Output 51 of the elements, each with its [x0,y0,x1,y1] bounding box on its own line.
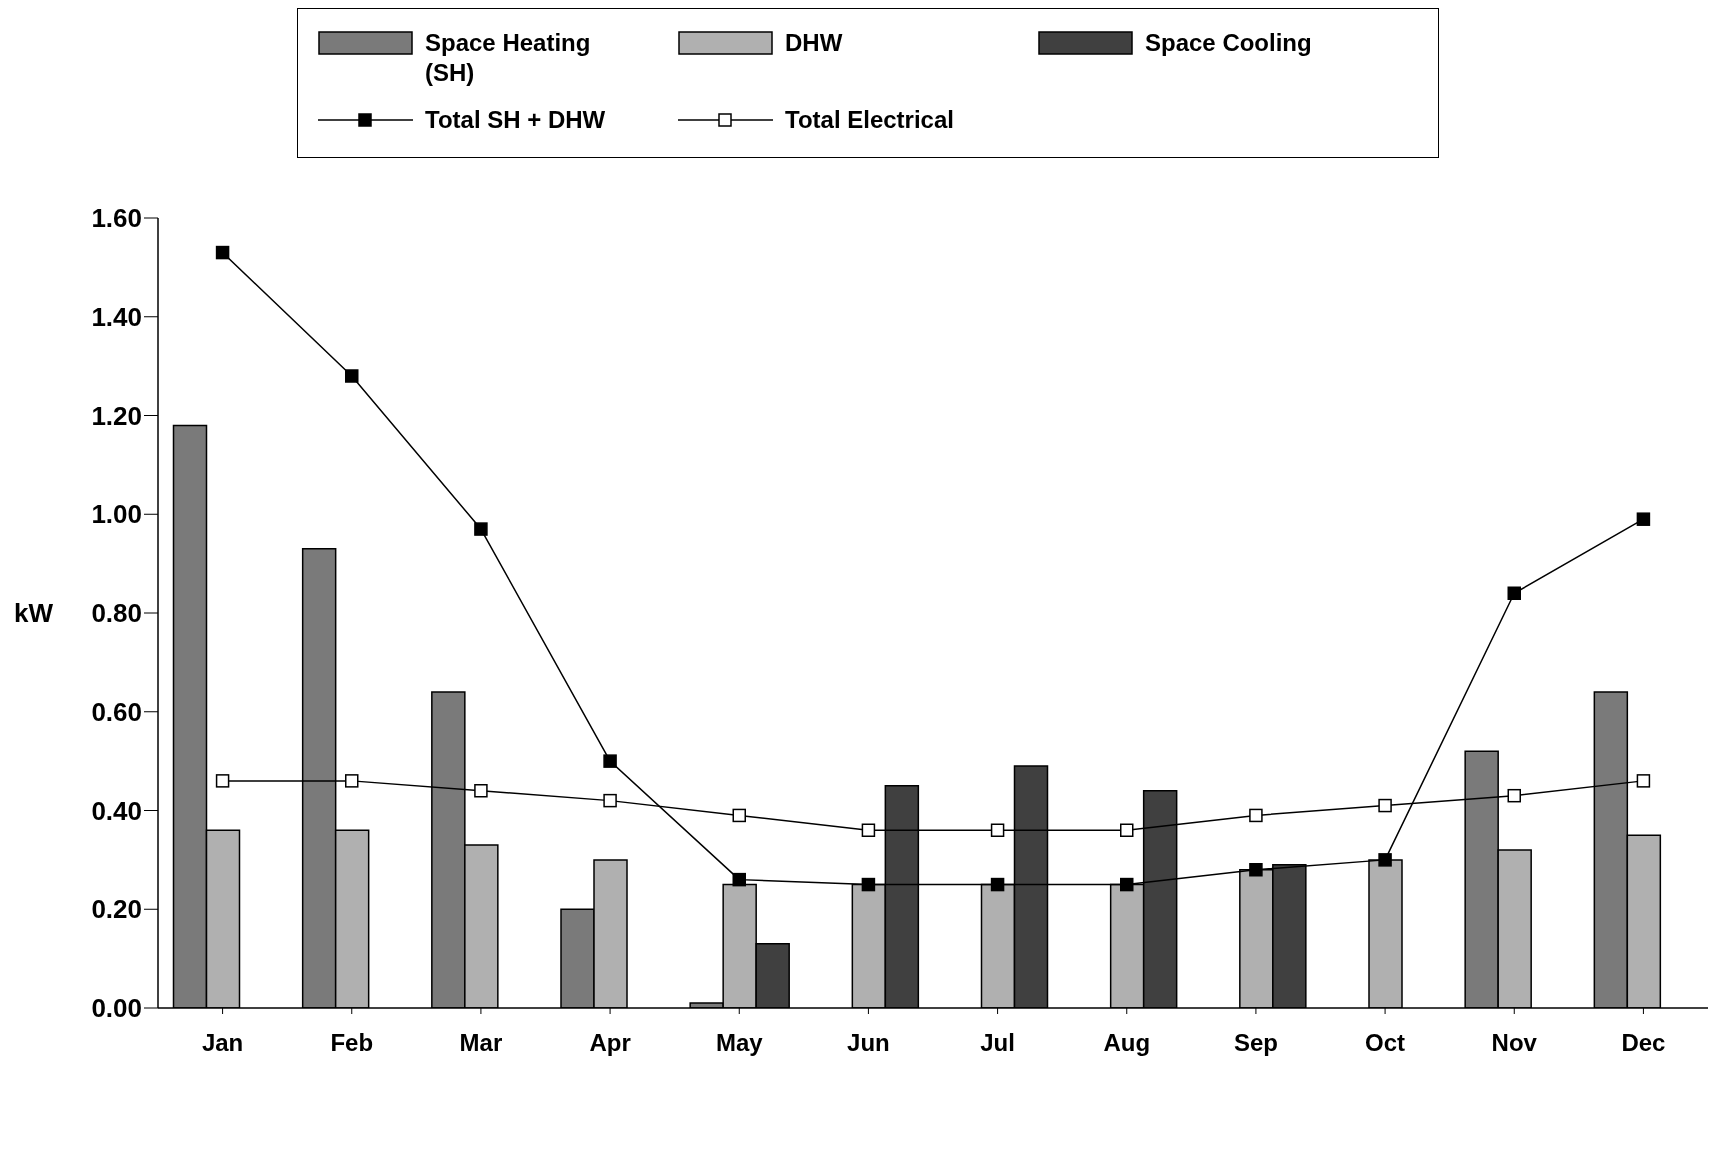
y-tick-label: 0.80 [91,598,142,629]
x-tick-label: Dec [1621,1029,1666,1057]
x-tick-label: Jun [847,1029,890,1057]
x-tick-label: May [715,1029,764,1057]
point [1120,823,1134,837]
y-tick-label: 0.00 [91,993,142,1024]
point [732,808,746,823]
x-tick-label: Oct [1365,1029,1406,1057]
point [603,793,617,808]
point [1378,853,1392,867]
point [1120,877,1134,892]
x-tick-label: Mar [459,1029,503,1057]
x-tick-label: Aug [1103,1029,1151,1057]
y-tick-label: 1.60 [91,203,142,234]
point [474,784,488,798]
point [345,774,359,788]
x-tick-label: Apr [589,1029,631,1057]
y-tick-label: 1.00 [91,499,142,530]
legend-label: Space Heating (SH) [425,28,591,88]
point [1636,774,1651,788]
point [1378,798,1392,813]
point [1507,788,1521,803]
x-tick-label: Jul [980,1029,1015,1057]
point [861,823,876,837]
y-tick-label: 0.20 [91,894,142,925]
x-tick-label: Nov [1491,1029,1538,1057]
legend-label: Total Electrical [785,105,954,135]
point [474,522,488,536]
legend-label: DHW [785,28,843,58]
y-axis-title: kW [14,596,53,630]
y-tick-label: 1.20 [91,400,142,431]
x-tick-label: Sep [1233,1029,1278,1057]
point [1507,586,1521,600]
point [990,823,1005,837]
legend-label: Total SH + DHW [425,105,606,135]
point [732,872,746,887]
x-tick-label: Feb [330,1029,374,1057]
point [861,877,876,892]
y-tick-label: 0.40 [91,795,142,826]
y-tick-label: 1.40 [91,301,142,332]
point [1636,512,1651,526]
y-tick-label: 0.60 [91,696,142,727]
point [1249,808,1263,823]
legend-label: Space Cooling [1145,28,1312,58]
point [990,877,1005,892]
point [603,754,617,768]
point [215,245,230,260]
point [215,774,230,788]
point [345,369,359,383]
x-tick-label: Jan [201,1029,244,1057]
point [1249,863,1263,877]
